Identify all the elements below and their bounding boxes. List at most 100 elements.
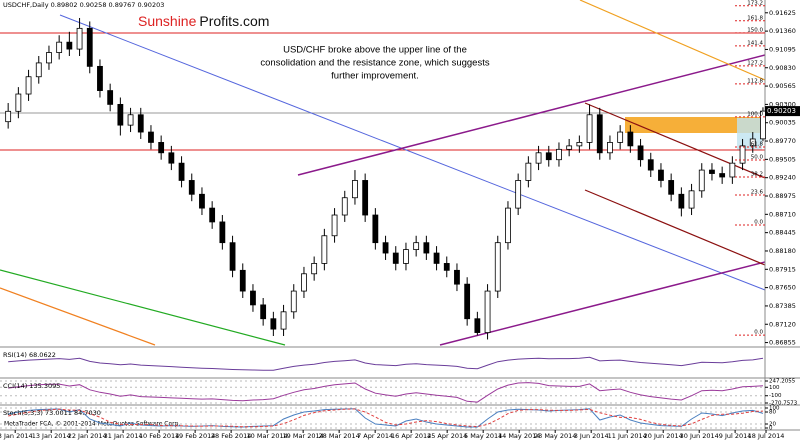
y-tick-label: 0.90035 [769, 119, 796, 127]
candle-body [607, 142, 613, 154]
candle-body [566, 145, 573, 150]
indicator-line [8, 356, 764, 371]
x-tick-label: 19 Feb 2014 [175, 432, 215, 440]
candle-body [229, 242, 236, 271]
y-tick-label: 0.88975 [769, 192, 796, 200]
logo: Sunshine Profits.com [138, 13, 269, 29]
fib-label: 112.8 [747, 78, 763, 84]
candle-body [46, 52, 52, 64]
candle-body [311, 263, 318, 275]
resistance-zone [625, 117, 765, 133]
x-tick-label: 9 Jul 2014 [719, 432, 752, 440]
candle-body [668, 180, 675, 195]
y-tick-label: 0.91625 [769, 9, 796, 17]
annotation-line: further improvement. [331, 71, 419, 82]
candle-body [178, 162, 185, 181]
indicator-line [8, 408, 764, 428]
trend-line [439, 261, 766, 346]
logo-part: Profits.com [199, 13, 269, 29]
logo-part: Sunshine [138, 13, 197, 29]
x-tick-label: 18 Jul 2014 [748, 432, 785, 440]
x-tick-label: 5 May 2014 [464, 432, 502, 440]
candle-body [158, 142, 165, 154]
candle-body [637, 145, 644, 161]
candle-body [362, 180, 369, 216]
trend-line [59, 14, 766, 291]
y-tick-label: 0.87915 [769, 265, 796, 273]
candle-body [596, 114, 603, 154]
candle-body [484, 290, 491, 333]
trend-line [297, 54, 766, 176]
candle-body [647, 159, 654, 171]
x-tick-label: 30 Jun 2014 [680, 432, 719, 440]
x-tick-label: 10 Mar 2014 [247, 432, 288, 440]
y-tick-label: 0.90565 [769, 82, 796, 90]
y-tick-label: 0.86855 [769, 339, 796, 347]
candle-body [586, 114, 593, 143]
fib-label: 141.4 [747, 40, 763, 46]
y-tick-label: -270.7573 [769, 401, 798, 407]
candle-body [719, 173, 726, 178]
candle-body [270, 318, 277, 330]
candle-body [209, 207, 216, 223]
candle-body [25, 76, 32, 95]
panel-title: CCI(14) 135.3095 [3, 382, 60, 390]
candle-body [709, 169, 715, 174]
fib-label: 0.0 [754, 220, 763, 226]
x-tick-label: 3 Jun 2014 [574, 432, 609, 440]
y-tick-label: 247.2055 [769, 379, 796, 385]
candle-body [250, 290, 256, 306]
candle-body [658, 169, 664, 181]
candle-body [35, 62, 42, 78]
candle-body [97, 65, 103, 91]
candle-body [627, 131, 634, 147]
candle-body [443, 263, 450, 271]
candle-body [86, 27, 93, 67]
candle-body [280, 311, 287, 330]
y-tick-label: 0.91360 [769, 27, 796, 35]
footer: MetaTrader FCA, © 2001-2014 MetaQuotes S… [4, 421, 180, 428]
x-tick-label: 20 Jun 2014 [644, 432, 683, 440]
x-tick-label: 28 Feb 2014 [211, 432, 251, 440]
price-tag-label: 0.90203 [767, 107, 796, 115]
candle-body [423, 242, 430, 254]
y-tick-label: 0 [769, 426, 773, 432]
channel-line [584, 189, 766, 266]
candle-body [352, 180, 358, 199]
y-tick-label: 0.87650 [769, 284, 796, 292]
candle-body [341, 197, 348, 216]
y-tick-label: -100 [769, 393, 782, 399]
y-tick-label: 0.90830 [769, 64, 796, 72]
fib-label: 161.8 [747, 15, 763, 21]
fib-label: 150.0 [747, 27, 763, 33]
indicator-line [8, 408, 764, 428]
fib-label: 100.0 [747, 111, 763, 117]
candle-body [525, 162, 532, 181]
fib-label: 23.6 [751, 190, 764, 196]
y-tick-label: 0.89770 [769, 137, 796, 145]
candle-body [515, 180, 522, 209]
panel-title: RSI(14) 68.0622 [3, 351, 56, 359]
y-tick-label: 0.91095 [769, 45, 796, 53]
candle-body [749, 138, 756, 147]
y-tick-label: 100 [769, 406, 780, 412]
candle-body [168, 152, 175, 164]
candle-body [698, 169, 705, 192]
x-tick-label: 19 Mar 2014 [283, 432, 324, 440]
fib-label: 173.2 [747, 0, 763, 6]
candle-body [494, 242, 501, 292]
candle-body [556, 148, 562, 161]
panel-title: Stoch(5,3,3) 73.0011 84.7030 [3, 409, 101, 417]
y-tick-label: 0.88180 [769, 247, 796, 255]
candle-body [413, 242, 420, 250]
x-tick-label: 22 Jan 2014 [68, 432, 107, 440]
y-tick-label: 0.89240 [769, 174, 796, 182]
candle-body [392, 252, 399, 264]
candle-body [199, 193, 205, 209]
x-tick-label: 10 Feb 2014 [139, 432, 179, 440]
candle-body [127, 114, 134, 126]
candle-body [545, 152, 552, 161]
y-tick-label: 0.87120 [769, 320, 796, 328]
candle-body [107, 90, 114, 105]
x-tick-label: 13 Jan 2014 [32, 432, 71, 440]
